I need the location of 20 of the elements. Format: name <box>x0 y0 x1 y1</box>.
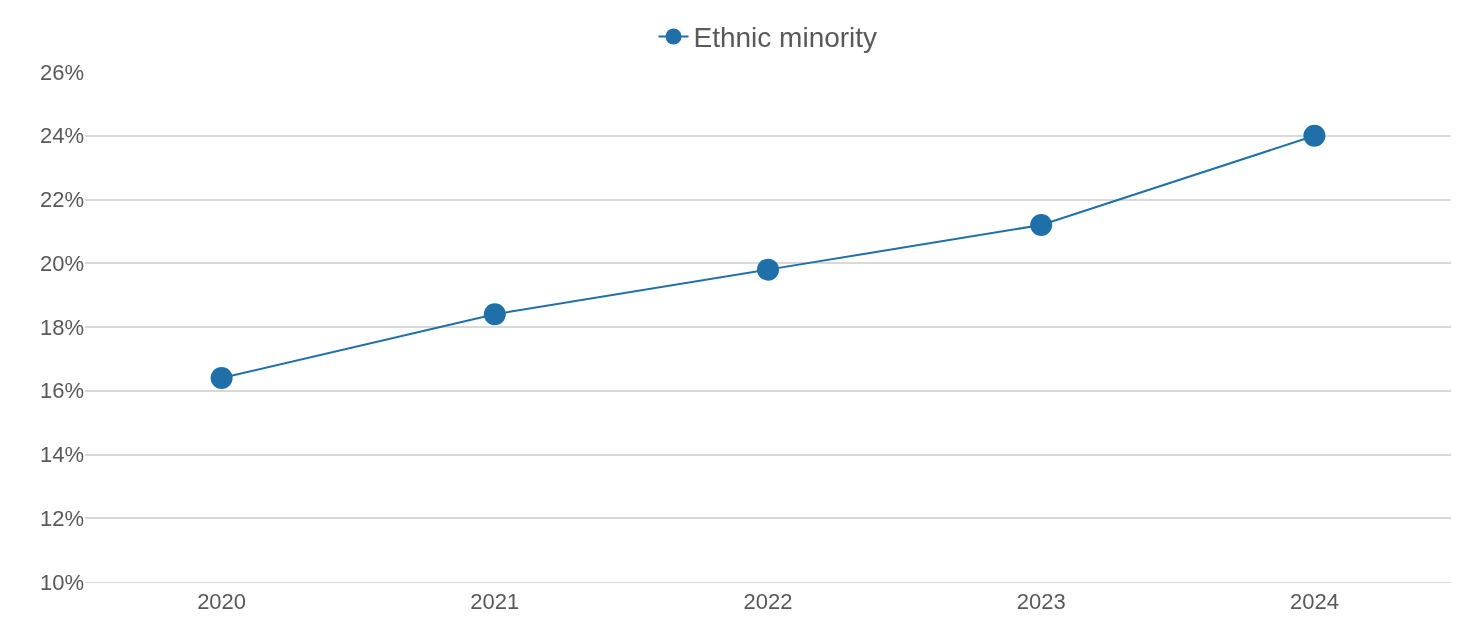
point <box>1030 214 1053 236</box>
point <box>483 303 506 326</box>
x-tick-label: 2022 <box>743 589 793 615</box>
y-tick-label: 20% <box>39 250 84 276</box>
legend-label: Ethnic minority <box>693 22 878 54</box>
y-tick-label: 24% <box>39 123 84 149</box>
point <box>1303 124 1326 147</box>
y-tick-label: 14% <box>39 442 84 468</box>
x-tick-label: 2021 <box>470 589 520 615</box>
x-tick-label: 2020 <box>197 589 247 615</box>
y-tick-label: 22% <box>39 187 84 213</box>
x-tick-label: 2023 <box>1016 589 1066 615</box>
point <box>757 258 779 281</box>
y-tick-label: 16% <box>39 378 84 404</box>
y-tick-label: 10% <box>39 569 84 595</box>
x-tick-label: 2024 <box>1289 589 1339 615</box>
y-tick-label: 18% <box>39 314 84 340</box>
point <box>210 367 233 389</box>
y-tick-label: 26% <box>39 59 84 85</box>
y-tick-label: 12% <box>39 505 84 531</box>
